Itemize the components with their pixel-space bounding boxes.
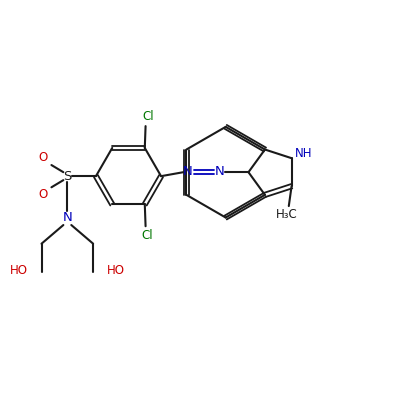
Text: HO: HO [107,264,125,277]
Text: Cl: Cl [142,110,154,124]
Text: HO: HO [10,264,28,277]
Text: H₃C: H₃C [276,208,298,221]
Text: N: N [62,211,72,224]
Text: N: N [183,165,193,178]
Text: N: N [215,165,225,178]
Text: S: S [63,170,72,183]
Text: O: O [38,188,47,201]
Text: Cl: Cl [142,229,153,242]
Text: NH: NH [295,147,312,160]
Text: O: O [38,151,47,164]
